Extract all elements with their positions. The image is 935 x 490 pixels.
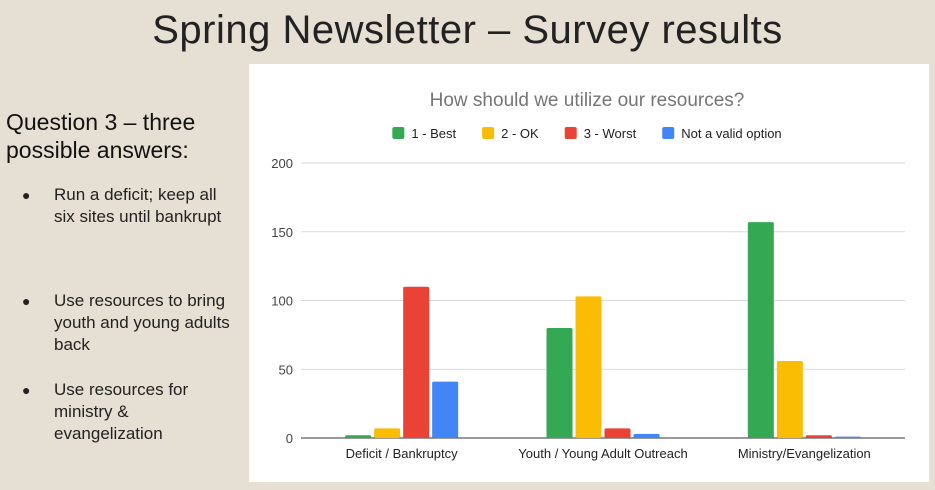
bullet-dot-icon: ● — [22, 382, 31, 398]
bar — [345, 435, 372, 438]
legend-swatch-icon — [392, 127, 405, 139]
bar — [633, 433, 660, 438]
bar — [403, 286, 430, 438]
legend-label: 2 - OK — [501, 126, 539, 141]
legend-item: 2 - OK — [482, 126, 539, 141]
chart-gridlines — [301, 162, 905, 439]
bullet-text: Run a deficit; keep all six sites until … — [54, 185, 222, 226]
bullet-item: ● Use resources to bring youth and young… — [22, 290, 234, 356]
x-axis-ticks: Deficit / Bankruptcy Youth / Young Adult … — [346, 446, 871, 461]
slide-title: Spring Newsletter – Survey results — [152, 8, 783, 52]
legend-swatch-icon — [662, 127, 675, 139]
y-tick-label: 100 — [271, 294, 293, 309]
legend-label: 3 - Worst — [584, 126, 637, 141]
legend-label: Not a valid option — [681, 126, 781, 141]
bar-chart: How should we utilize our resources? 1 -… — [271, 90, 905, 461]
legend-label: 1 - Best — [411, 126, 456, 141]
chart-bars — [345, 222, 861, 438]
bar — [834, 436, 861, 438]
x-tick-label: Ministry/Evangelization — [738, 446, 871, 461]
bullet-text: Use resources to bring youth and young a… — [54, 291, 230, 354]
bar — [374, 428, 401, 438]
legend-item: 1 - Best — [392, 126, 457, 141]
legend-swatch-icon — [564, 127, 577, 139]
question-heading: Question 3 – three possible answers: — [6, 109, 196, 163]
bullet-item: ● Run a deficit; keep all six sites unti… — [22, 184, 234, 228]
y-tick-label: 150 — [271, 225, 293, 240]
y-tick-label: 200 — [271, 156, 293, 171]
bar — [604, 428, 631, 438]
bar — [805, 435, 832, 438]
chart-legend: 1 - Best 2 - OK 3 - Worst Not a valid optio… — [392, 126, 782, 141]
bullet-dot-icon: ● — [22, 293, 31, 309]
legend-item: Not a valid option — [662, 126, 782, 141]
x-tick-label: Deficit / Bankruptcy — [346, 446, 458, 461]
legend-swatch-icon — [482, 127, 495, 139]
y-tick-label: 50 — [279, 362, 293, 377]
bullet-item: ● Use resources for ministry & evangeliz… — [22, 379, 234, 445]
bullet-dot-icon: ● — [22, 187, 31, 203]
y-axis-ticks: 0 50 100 150 200 — [271, 156, 293, 446]
bar — [575, 296, 602, 438]
bar — [776, 361, 803, 438]
bar — [546, 328, 573, 438]
bar — [747, 222, 774, 438]
legend-item: 3 - Worst — [564, 126, 637, 141]
y-tick-label: 0 — [286, 431, 293, 446]
bar — [432, 381, 459, 438]
bullet-text: Use resources for ministry & evangelizat… — [54, 380, 189, 443]
x-tick-label: Youth / Young Adult Outreach — [518, 446, 687, 461]
chart-panel: How should we utilize our resources? 1 -… — [249, 64, 929, 482]
chart-title: How should we utilize our resources? — [430, 90, 745, 111]
